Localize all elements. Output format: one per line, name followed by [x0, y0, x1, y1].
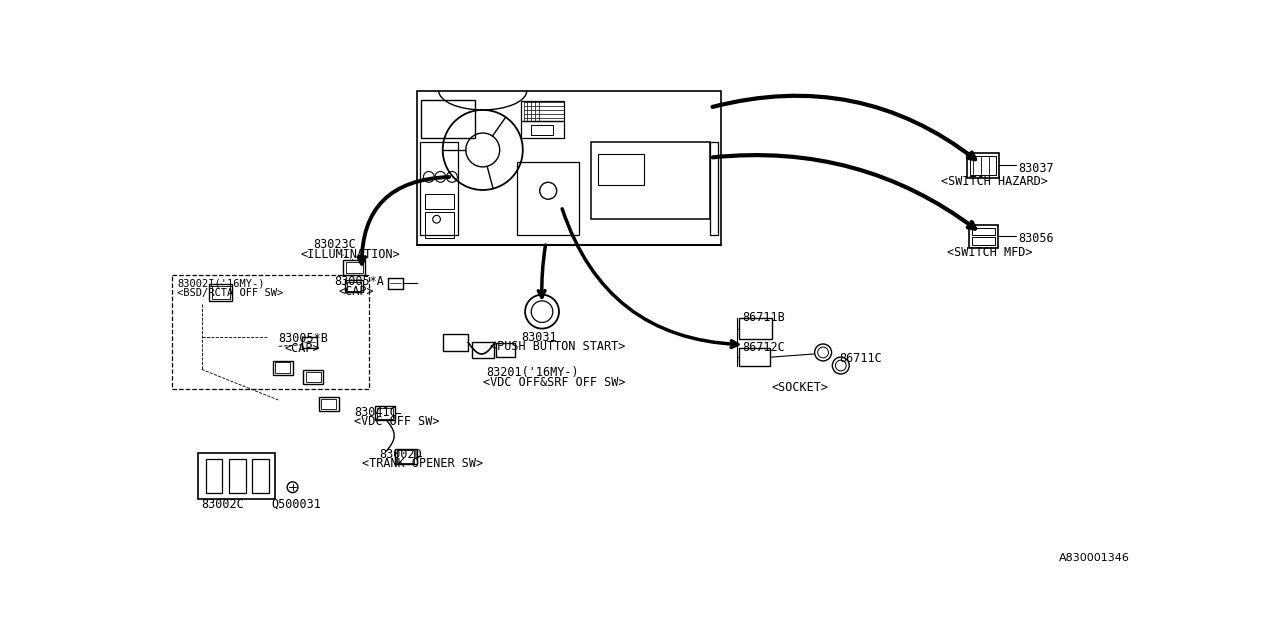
Bar — [306, 372, 321, 383]
Bar — [598, 154, 644, 184]
Text: 83031: 83031 — [521, 331, 557, 344]
Bar — [275, 362, 291, 373]
Bar — [319, 397, 339, 411]
Bar — [521, 101, 563, 121]
Bar — [969, 225, 998, 248]
Bar — [343, 260, 365, 275]
Text: 83002C: 83002C — [202, 498, 244, 511]
Bar — [425, 212, 454, 239]
Bar — [346, 262, 362, 273]
Bar — [531, 125, 553, 135]
Bar — [211, 286, 230, 298]
Text: <CAP>: <CAP> — [339, 285, 374, 298]
Bar — [968, 153, 1000, 178]
Bar — [273, 361, 293, 375]
Text: 86711B: 86711B — [742, 311, 785, 324]
Text: <SOCKET>: <SOCKET> — [772, 381, 828, 394]
Bar — [472, 342, 494, 358]
Text: 86711C: 86711C — [840, 353, 882, 365]
Bar — [397, 451, 415, 463]
Text: <TRANK OPENER SW>: <TRANK OPENER SW> — [362, 457, 483, 470]
Bar — [739, 318, 772, 339]
Bar — [229, 459, 246, 493]
Text: <BSD/RCTA OFF SW>: <BSD/RCTA OFF SW> — [177, 288, 283, 298]
Text: 86712C: 86712C — [742, 341, 785, 354]
Bar — [739, 348, 771, 366]
Bar — [344, 280, 364, 292]
Bar — [972, 228, 995, 236]
Text: <SWITCH HAZARD>: <SWITCH HAZARD> — [941, 175, 1048, 188]
Bar — [972, 237, 995, 244]
Bar — [210, 284, 233, 301]
Text: 83201('16MY-): 83201('16MY-) — [486, 365, 580, 378]
Bar — [710, 142, 718, 235]
Bar — [388, 278, 403, 289]
Bar — [252, 459, 269, 493]
Bar — [521, 122, 563, 138]
Text: <VDC OFF&SRF OFF SW>: <VDC OFF&SRF OFF SW> — [483, 376, 625, 388]
Bar — [421, 100, 475, 138]
Text: 83023C: 83023C — [314, 239, 356, 252]
Text: <SWITCH MFD>: <SWITCH MFD> — [947, 246, 1033, 259]
Text: <ILLUMINATION>: <ILLUMINATION> — [301, 248, 401, 260]
Text: <VDC OFF SW>: <VDC OFF SW> — [355, 415, 439, 428]
Bar — [420, 142, 458, 235]
Bar — [321, 399, 337, 410]
Text: 83037: 83037 — [1018, 161, 1053, 175]
Bar — [375, 406, 396, 420]
Text: 83002I('16MY-): 83002I('16MY-) — [177, 278, 265, 289]
Bar — [396, 449, 416, 464]
Bar — [517, 161, 579, 235]
Text: 83005*A: 83005*A — [334, 275, 384, 289]
Bar — [443, 334, 468, 351]
Text: 83002D: 83002D — [379, 448, 421, 461]
Bar — [417, 91, 722, 244]
Bar — [425, 194, 454, 209]
Text: 83056: 83056 — [1018, 232, 1053, 245]
Text: <PUSH BUTTON START>: <PUSH BUTTON START> — [490, 340, 626, 353]
Bar — [173, 275, 369, 388]
Bar — [198, 452, 275, 499]
Bar — [590, 142, 710, 220]
Bar — [302, 337, 317, 348]
Bar — [347, 282, 361, 291]
Bar — [378, 408, 393, 419]
Bar — [206, 459, 223, 493]
Text: Q500031: Q500031 — [271, 498, 321, 511]
Bar — [497, 343, 516, 357]
Text: A830001346: A830001346 — [1059, 554, 1129, 563]
Bar — [303, 370, 324, 384]
Bar — [970, 156, 996, 175]
Text: <CAP>: <CAP> — [284, 342, 320, 355]
Text: 83005*B: 83005*B — [279, 332, 329, 346]
Text: 83041C: 83041C — [355, 406, 397, 419]
